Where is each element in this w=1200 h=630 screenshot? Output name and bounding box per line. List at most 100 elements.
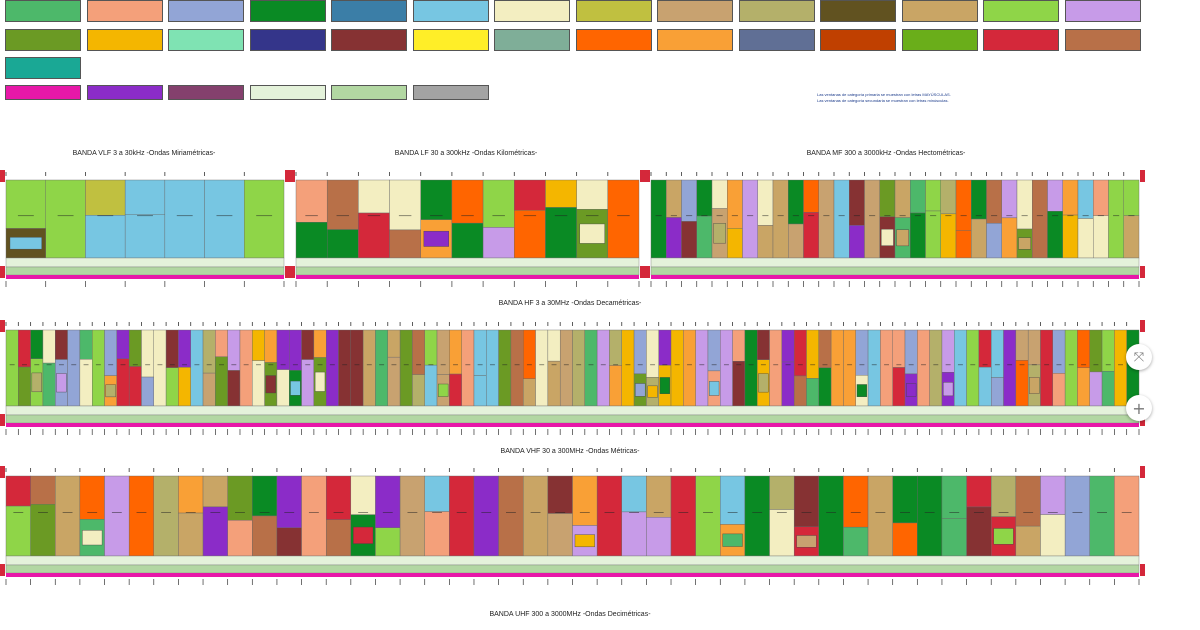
band-edge-marker <box>0 564 5 576</box>
allocation-block <box>849 225 865 259</box>
allocation-block <box>727 228 743 259</box>
allocation-block <box>165 329 179 368</box>
allocation-label-mark <box>554 215 568 217</box>
allocation-block <box>864 179 880 259</box>
allocation-label-mark <box>900 512 910 513</box>
band-edge-marker <box>285 170 290 182</box>
allocation-label-mark <box>792 215 799 217</box>
allocation-label-mark <box>461 215 474 217</box>
legend-swatch <box>5 29 81 51</box>
allocation-block <box>910 212 926 259</box>
allocation-block <box>941 518 967 557</box>
allocation-block <box>621 329 635 407</box>
allocation-label-mark <box>1068 364 1074 366</box>
zoom-in-button[interactable]: + <box>1126 395 1152 421</box>
allocation-block <box>252 515 278 557</box>
allocation-block <box>635 383 646 397</box>
band-edge-marker <box>640 170 645 182</box>
legend-swatch <box>820 29 896 51</box>
legend-swatch <box>249 29 326 51</box>
allocation-block <box>276 527 302 557</box>
allocation-label-mark <box>899 215 906 217</box>
band-footnote-row <box>5 564 1140 574</box>
allocation-block <box>758 373 769 393</box>
allocation-label-mark <box>367 215 381 217</box>
allocation-label-mark <box>662 364 668 366</box>
allocation-block <box>399 329 413 407</box>
allocation-label-mark <box>358 512 369 513</box>
allocation-block <box>971 179 987 220</box>
allocation-label-mark <box>317 364 323 366</box>
band-lf-title: BANDA LF 30 a 300kHz -Ondas Kilométricas… <box>394 150 538 157</box>
legend-note-line: Las ventanas de categoría primaria se mu… <box>817 92 951 97</box>
allocation-block <box>215 329 228 357</box>
band-frequency-strip <box>651 275 1139 279</box>
allocation-block <box>781 329 795 363</box>
allocation-label-mark <box>716 215 723 217</box>
band-edge-marker <box>0 170 5 182</box>
band-edge-marker <box>1140 266 1145 278</box>
allocation-block <box>473 375 487 407</box>
legend-swatch <box>249 85 326 100</box>
band-frequency-strip <box>6 275 284 279</box>
allocation-label-mark <box>169 364 175 366</box>
allocation-label-mark <box>1113 215 1120 217</box>
allocation-block <box>301 329 315 360</box>
allocation-block <box>695 475 721 557</box>
allocation-block <box>1040 514 1066 557</box>
allocation-block <box>670 329 684 407</box>
allocation-label-mark <box>268 364 274 366</box>
allocation-block <box>164 179 205 259</box>
band-vhf-chart <box>0 466 1145 585</box>
allocation-label-mark <box>259 512 270 513</box>
allocation-block <box>1062 179 1079 216</box>
allocation-block <box>696 215 713 259</box>
allocation-label-mark <box>416 364 422 366</box>
allocation-block <box>375 527 401 557</box>
color-legend <box>0 0 1200 110</box>
band-footnote-row <box>5 414 1140 424</box>
allocation-label-mark <box>502 364 508 366</box>
legend-swatch <box>168 29 244 51</box>
allocation-block <box>358 212 390 259</box>
allocation-label-mark <box>9 364 15 366</box>
allocation-block <box>941 329 955 373</box>
allocation-block <box>202 329 216 374</box>
allocation-block <box>892 329 906 368</box>
allocation-block <box>116 358 130 407</box>
allocation-block <box>879 179 896 218</box>
allocation-block <box>942 382 954 397</box>
band-frequency-strip <box>296 275 639 279</box>
allocation-label-mark <box>1097 215 1104 217</box>
allocation-label-mark <box>17 215 34 217</box>
allocation-label-mark <box>132 364 138 366</box>
allocation-label-mark <box>914 215 921 217</box>
allocation-label-mark <box>1021 215 1028 217</box>
allocation-block <box>881 228 894 246</box>
allocation-block <box>252 329 265 361</box>
allocation-block <box>104 475 130 557</box>
legend-swatch <box>738 29 815 51</box>
band-footnote-row <box>295 257 640 268</box>
allocation-block <box>609 365 622 407</box>
legend-swatch <box>983 29 1059 51</box>
allocation-label-mark <box>762 215 769 217</box>
allocation-label-mark <box>752 512 763 513</box>
allocation-block <box>833 179 850 259</box>
allocation-label-mark <box>1036 215 1043 217</box>
allocation-block <box>955 179 972 231</box>
allocation-block <box>696 179 713 217</box>
allocation-block <box>818 179 835 259</box>
allocation-block <box>646 329 659 378</box>
allocation-block <box>295 222 328 259</box>
allocation-label-mark <box>670 215 677 217</box>
allocation-label-mark <box>823 215 830 217</box>
band-edge-marker <box>640 266 645 278</box>
band-vlf-title: BANDA VLF 3 a 30kHz -Ondas Miriamétricas… <box>72 150 216 157</box>
allocation-label-mark <box>727 512 738 513</box>
allocation-block <box>1123 215 1140 259</box>
allocation-block <box>757 329 770 360</box>
fit-to-screen-button[interactable]: ⤧ <box>1126 344 1152 370</box>
allocation-block <box>892 475 918 524</box>
legend-swatch <box>901 0 978 22</box>
